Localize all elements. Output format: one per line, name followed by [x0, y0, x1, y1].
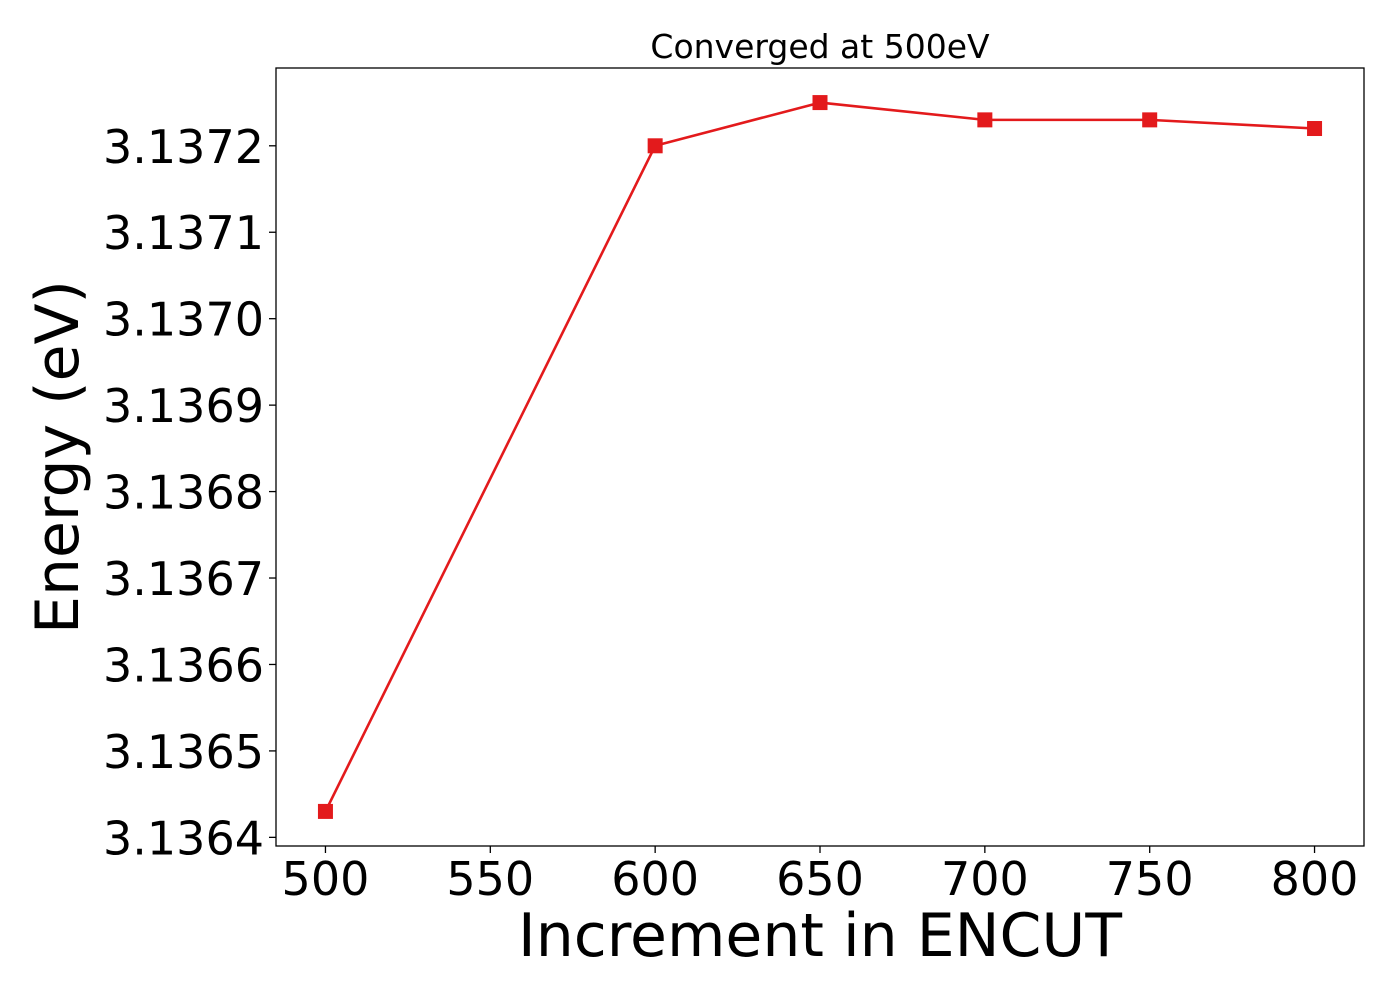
chart-title: Converged at 500eV [650, 27, 990, 66]
x-axis: 500 550 600 650 700 750 800 [282, 846, 1359, 906]
data-point-marker [317, 803, 333, 819]
data-point-marker [812, 95, 828, 111]
y-tick-label: 3.1369 [103, 379, 264, 433]
x-tick-label: 700 [941, 852, 1029, 906]
plot-area [275, 67, 1365, 847]
y-tick-label: 3.1370 [103, 293, 264, 347]
x-tick-label: 500 [282, 852, 370, 906]
x-tick-label: 800 [1271, 852, 1359, 906]
y-tick-label: 3.1366 [103, 638, 264, 692]
data-point-marker [647, 138, 663, 154]
y-tick-label: 3.1371 [103, 206, 264, 260]
x-axis-title: Increment in ENCUT [518, 901, 1122, 971]
y-tick-label: 3.1364 [103, 811, 264, 865]
y-tick-label: 3.1372 [103, 120, 264, 174]
data-point-marker [1142, 112, 1158, 128]
x-tick-label: 550 [446, 852, 534, 906]
y-axis-title: Energy (eV) [23, 280, 93, 634]
y-tick-label: 3.1368 [103, 466, 264, 520]
data-point-marker [977, 112, 993, 128]
x-tick-label: 600 [611, 852, 699, 906]
x-tick-label: 750 [1106, 852, 1194, 906]
series-line [324, 101, 1315, 812]
data-point-marker [1307, 121, 1323, 137]
x-tick-label: 650 [776, 852, 864, 906]
y-axis: 3.1364 3.1365 3.1366 3.1367 3.1368 3.1369 3.13… [103, 120, 276, 865]
series-layer [317, 95, 1323, 819]
y-tick-label: 3.1365 [103, 725, 264, 779]
y-tick-label: 3.1367 [103, 552, 264, 606]
